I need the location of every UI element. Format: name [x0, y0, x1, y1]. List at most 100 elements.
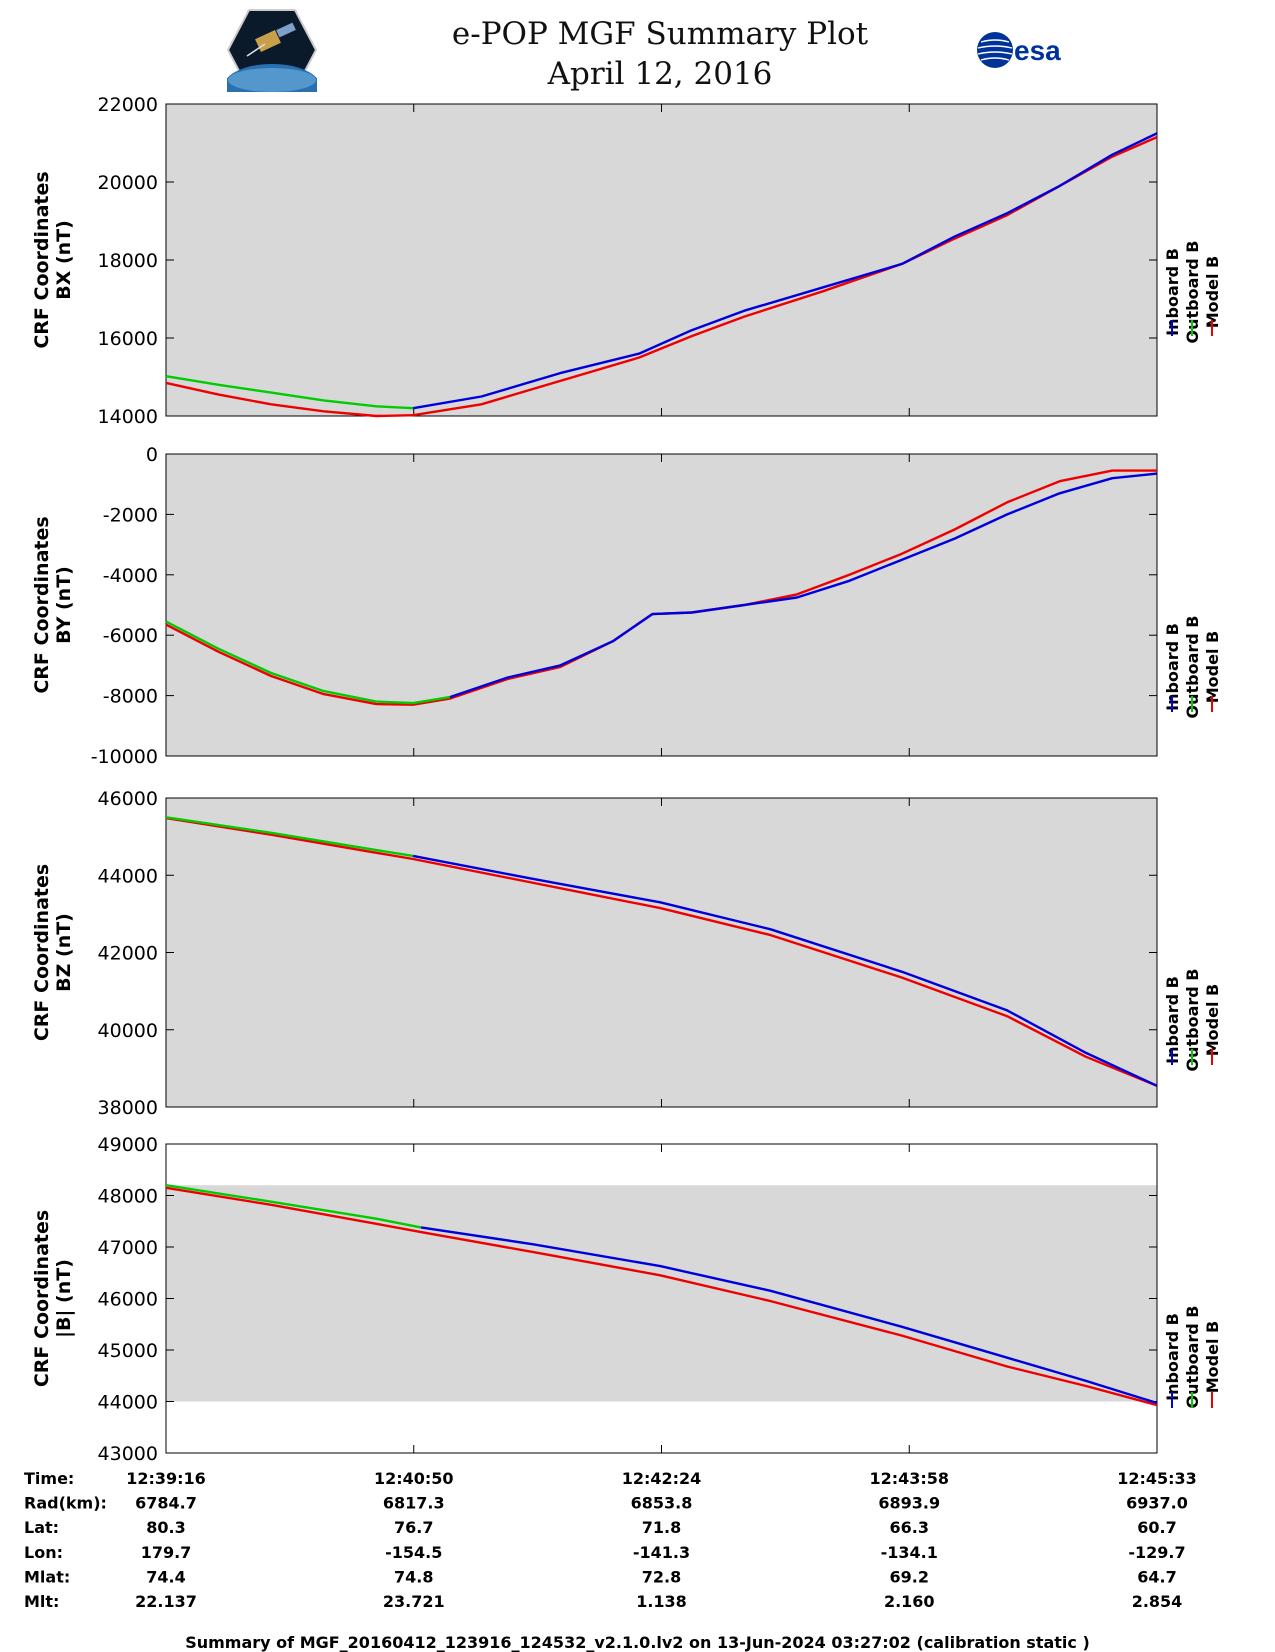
- y-tick-label: 18000: [98, 250, 158, 272]
- panel-background: [166, 798, 1157, 1107]
- series-line-outboard-b: [165, 1184, 422, 1229]
- legend-label: Outboard B: [1183, 1306, 1202, 1409]
- info-cell: 12:40:50: [374, 1469, 454, 1488]
- y-tick-label: 14000: [98, 406, 158, 428]
- info-cell: 60.7: [1137, 1518, 1176, 1537]
- y-axis-label-line1: CRF Coordinates: [31, 864, 53, 1041]
- orbit-info-table: Time: 12:39:16 12:40:50 12:42:24 12:43:58 12:…: [24, 1469, 1197, 1611]
- y-tick-label: 20000: [98, 172, 158, 194]
- info-cell: 74.4: [146, 1567, 185, 1586]
- info-cell: 76.7: [394, 1518, 433, 1537]
- earth-glow-icon: [228, 68, 316, 92]
- y-tick-label: 48000: [98, 1186, 158, 1208]
- y-axis-label-line1: CRF Coordinates: [31, 516, 53, 693]
- legend-label: Inboard B: [1163, 976, 1182, 1064]
- info-cell: -129.7: [1128, 1543, 1185, 1562]
- info-cell: -141.3: [633, 1543, 690, 1562]
- legend-label: Model B: [1203, 1321, 1222, 1393]
- chart-panel-2: -10000 -8000 -6000 -4000 -2000 0 CRF Coordinat…: [31, 444, 1222, 768]
- info-cell: 72.8: [642, 1567, 681, 1586]
- info-cell: 71.8: [642, 1518, 681, 1537]
- y-axis-label-line2: BX (nT): [53, 220, 75, 300]
- plot-title-line1: e-POP MGF Summary Plot: [451, 16, 869, 52]
- info-cell: 64.7: [1137, 1567, 1176, 1586]
- info-cell: 6893.9: [878, 1494, 940, 1513]
- info-cell: 12:42:24: [622, 1469, 702, 1488]
- info-cell: -154.5: [385, 1543, 442, 1562]
- info-cell: 2.160: [884, 1592, 935, 1611]
- info-row-label: Rad(km):: [24, 1494, 107, 1513]
- series-line-inboard-b: [412, 854, 1158, 1087]
- y-tick-label: -10000: [91, 746, 158, 768]
- info-cell: -134.1: [881, 1543, 938, 1562]
- y-tick-label: 16000: [98, 328, 158, 350]
- info-cell: 66.3: [890, 1518, 929, 1537]
- series-line-inboard-b: [420, 1226, 1158, 1405]
- plot-title: e-POP MGF Summary Plot April 12, 2016: [380, 14, 940, 94]
- info-cell: 23.721: [383, 1592, 445, 1611]
- info-cell: 12:39:16: [126, 1469, 206, 1488]
- esa-wordmark: esa: [1014, 35, 1061, 66]
- info-cell: 12:43:58: [869, 1469, 949, 1488]
- info-cell: 1.138: [636, 1592, 687, 1611]
- legend-label: Inboard B: [1163, 1313, 1182, 1401]
- y-tick-label: 44000: [98, 1392, 158, 1414]
- info-cell: 74.8: [394, 1567, 433, 1586]
- y-tick-label: 0: [146, 444, 158, 466]
- info-row-label: Mlat:: [24, 1567, 70, 1586]
- info-cell: 179.7: [141, 1543, 192, 1562]
- y-axis-label-line1: CRF Coordinates: [31, 1210, 53, 1387]
- info-row-label: Lon:: [24, 1543, 63, 1562]
- info-cell: 6817.3: [383, 1494, 445, 1513]
- y-tick-label: 42000: [98, 943, 158, 965]
- panel-background: [166, 454, 1157, 756]
- panel-background: [166, 104, 1157, 416]
- legend-label: Inboard B: [1163, 623, 1182, 711]
- info-cell: 2.854: [1132, 1592, 1183, 1611]
- y-tick-label: 47000: [98, 1237, 158, 1259]
- y-tick-label: -4000: [103, 565, 158, 587]
- legend-label: Outboard B: [1183, 241, 1202, 344]
- y-tick-label: 46000: [98, 788, 158, 810]
- y-axis-label-line1: CRF Coordinates: [31, 171, 53, 348]
- y-tick-label: 22000: [98, 94, 158, 116]
- y-axis-label-line2: |B| (nT): [53, 1259, 75, 1338]
- solar-panel-icon: [276, 22, 296, 38]
- legend-label: Outboard B: [1183, 616, 1202, 719]
- series-line-model-b: [165, 1186, 1158, 1407]
- info-row-label: Mlt:: [24, 1592, 59, 1611]
- series-line-inboard-b: [412, 132, 1158, 410]
- y-tick-label: 44000: [98, 865, 158, 887]
- series-line-model-b: [165, 816, 1158, 1087]
- info-cell: 80.3: [146, 1518, 185, 1537]
- y-tick-label: -8000: [103, 686, 158, 708]
- series-line-outboard-b: [165, 816, 414, 858]
- info-cell: 6937.0: [1126, 1494, 1188, 1513]
- info-row-label: Time:: [24, 1469, 74, 1488]
- legend-label: Model B: [1203, 984, 1222, 1056]
- y-tick-label: 40000: [98, 1020, 158, 1042]
- esa-logo: esa: [975, 30, 1065, 80]
- series-line-outboard-b: [165, 620, 451, 705]
- y-axis-label-line2: BY (nT): [53, 566, 75, 644]
- chart-panel-3: 38000 40000 42000 44000 46000 CRF Coordinates…: [31, 788, 1222, 1119]
- series-line-inboard-b: [449, 472, 1158, 699]
- y-tick-label: 46000: [98, 1289, 158, 1311]
- info-cell: 6784.7: [135, 1494, 197, 1513]
- plot-title-line2: April 12, 2016: [547, 56, 773, 92]
- y-tick-label: 49000: [98, 1134, 158, 1156]
- y-tick-label: -2000: [103, 504, 158, 526]
- chart-panel-4: 43000 44000 45000 46000 47000 48000 49000 CRF C…: [31, 1134, 1222, 1465]
- panel-background: [166, 1185, 1157, 1402]
- y-tick-label: 38000: [98, 1097, 158, 1119]
- legend-label: Model B: [1203, 631, 1222, 703]
- info-cell: 12:45:33: [1117, 1469, 1197, 1488]
- legend-label: Inboard B: [1163, 248, 1182, 336]
- info-row-label: Lat:: [24, 1518, 59, 1537]
- series-line-model-b: [165, 136, 1158, 418]
- legend-label: Outboard B: [1183, 969, 1202, 1072]
- summary-footer: Summary of MGF_20160412_123916_124532_v2…: [185, 1633, 1090, 1652]
- info-cell: 69.2: [890, 1567, 929, 1586]
- series-line-outboard-b: [165, 375, 414, 410]
